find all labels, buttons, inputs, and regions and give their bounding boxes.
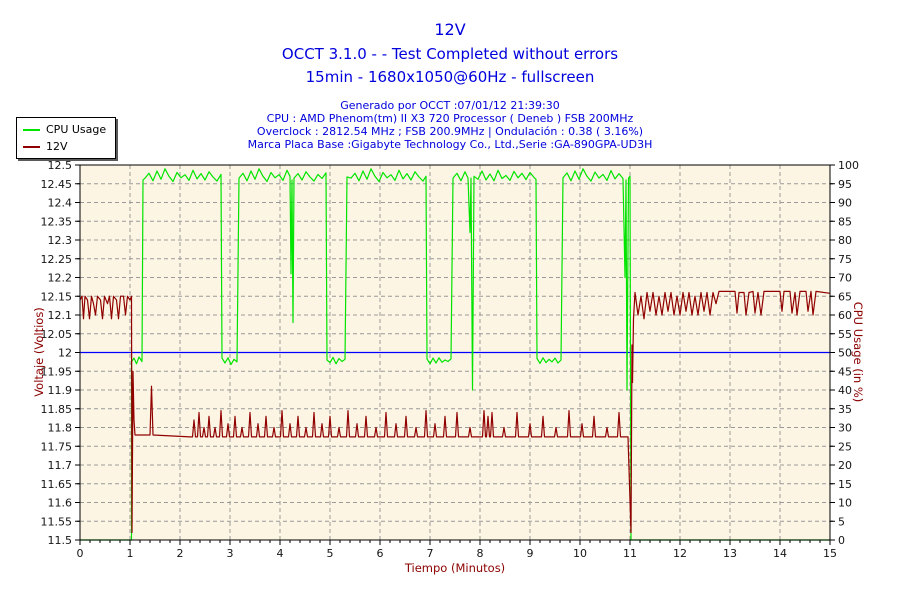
test-status-line: OCCT 3.1.0 - - Test Completed without er… — [281, 45, 619, 63]
x-tick-label: 5 — [327, 547, 334, 560]
x-tick-label: 4 — [277, 547, 284, 560]
legend-label-12v: 12V — [46, 140, 68, 153]
y-left-tick-label: 11.95 — [41, 365, 73, 378]
legend-item-cpu-usage: CPU Usage — [23, 121, 106, 138]
cpu-info-line: CPU : AMD Phenom(tm) II X3 720 Processor… — [266, 112, 634, 125]
y-right-tick-label: 60 — [838, 309, 852, 322]
y-left-tick-label: 11.55 — [41, 515, 73, 528]
y-right-tick-label: 0 — [838, 534, 845, 547]
y-right-tick-label: 65 — [838, 290, 852, 303]
y-right-tick-label: 55 — [838, 328, 852, 341]
y-left-tick-label: 12 — [58, 347, 72, 360]
twelve-volt-line-swatch — [23, 145, 40, 148]
y-left-tick-label: 11.8 — [48, 422, 73, 435]
y-right-tick-label: 50 — [838, 347, 852, 360]
x-tick-label: 0 — [77, 547, 84, 560]
y-right-tick-label: 45 — [838, 365, 852, 378]
x-tick-label: 2 — [177, 547, 184, 560]
y-axis-left-title: Voltaje (Voltios) — [32, 307, 46, 397]
x-tick-label: 7 — [427, 547, 434, 560]
x-tick-label: 13 — [723, 547, 737, 560]
y-left-tick-label: 12.45 — [41, 178, 73, 191]
y-right-tick-label: 20 — [838, 459, 852, 472]
motherboard-info-line: Marca Placa Base :Gigabyte Technology Co… — [247, 138, 653, 151]
y-right-tick-label: 15 — [838, 478, 852, 491]
x-tick-label: 15 — [823, 547, 837, 560]
y-left-tick-label: 11.6 — [48, 497, 73, 510]
cpu-usage-line-swatch — [23, 128, 40, 131]
y-right-tick-label: 25 — [838, 440, 852, 453]
y-left-tick-label: 12.1 — [48, 309, 73, 322]
y-right-tick-label: 10 — [838, 497, 852, 510]
y-right-tick-label: 5 — [838, 515, 845, 528]
x-tick-label: 1 — [127, 547, 134, 560]
y-right-tick-label: 85 — [838, 215, 852, 228]
y-left-tick-label: 12.05 — [41, 328, 73, 341]
x-tick-label: 8 — [477, 547, 484, 560]
x-tick-label: 14 — [773, 547, 787, 560]
y-left-tick-label: 12.25 — [41, 253, 73, 266]
y-left-tick-label: 11.9 — [48, 384, 73, 397]
test-config-line: 15min - 1680x1050@60Hz - fullscreen — [305, 68, 595, 86]
x-tick-label: 12 — [673, 547, 687, 560]
y-axis-right-title: CPU Usage (in %) — [851, 301, 865, 403]
y-right-tick-label: 70 — [838, 272, 852, 285]
x-tick-label: 3 — [227, 547, 234, 560]
overclock-info-line: Overclock : 2812.54 MHz ; FSB 200.9MHz |… — [256, 125, 644, 138]
y-right-tick-label: 80 — [838, 234, 852, 247]
legend-label-cpu-usage: CPU Usage — [46, 123, 107, 136]
y-right-tick-label: 95 — [838, 178, 852, 191]
y-left-tick-label: 12.4 — [48, 197, 73, 210]
y-right-tick-label: 40 — [838, 384, 852, 397]
y-left-tick-label: 11.75 — [41, 440, 73, 453]
y-left-tick-label: 11.65 — [41, 478, 73, 491]
cpu-usage-line — [80, 168, 830, 541]
y-right-tick-label: 75 — [838, 253, 852, 266]
x-tick-label: 11 — [623, 547, 637, 560]
x-tick-label: 10 — [573, 547, 587, 560]
y-right-tick-label: 35 — [838, 403, 852, 416]
y-left-tick-label: 12.5 — [48, 159, 73, 172]
generated-timestamp-line: Generado por OCCT :07/01/12 21:39:30 — [340, 99, 560, 112]
y-left-tick-label: 11.5 — [48, 534, 73, 547]
y-left-tick-label: 11.85 — [41, 403, 73, 416]
y-right-tick-label: 100 — [838, 159, 859, 172]
x-tick-label: 9 — [527, 547, 534, 560]
x-axis-title: Tiempo (Minutos) — [404, 561, 506, 575]
y-left-tick-label: 12.15 — [41, 290, 73, 303]
y-left-tick-label: 12.2 — [48, 272, 73, 285]
y-left-tick-label: 11.7 — [48, 459, 73, 472]
x-tick-label: 6 — [377, 547, 384, 560]
legend-box: CPU Usage 12V — [16, 117, 117, 159]
chart-title: 12V — [434, 20, 466, 39]
legend-item-12v: 12V — [23, 138, 106, 155]
y-right-tick-label: 30 — [838, 422, 852, 435]
y-left-tick-label: 12.3 — [48, 234, 73, 247]
y-right-tick-label: 90 — [838, 197, 852, 210]
twelve-volt-line — [79, 290, 831, 534]
y-left-tick-label: 12.35 — [41, 215, 73, 228]
